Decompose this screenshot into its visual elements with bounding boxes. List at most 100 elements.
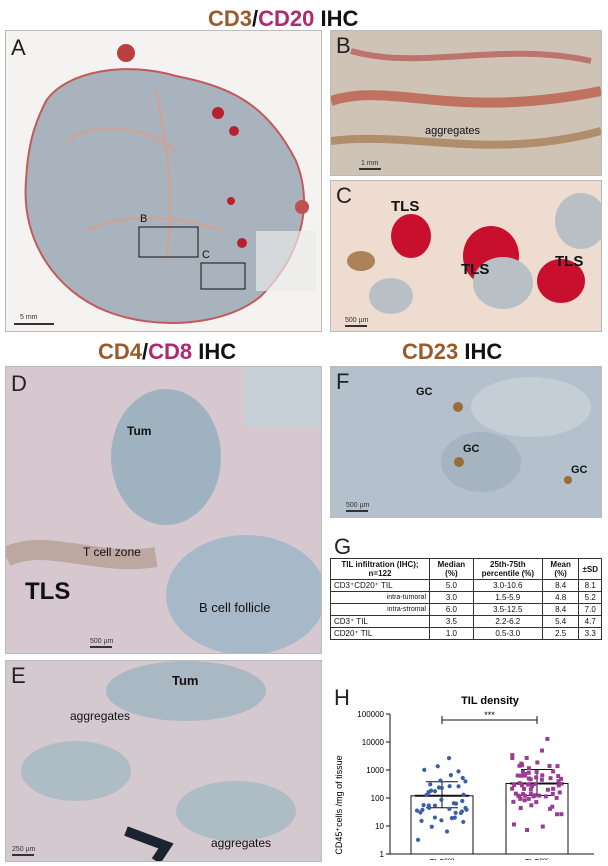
chart-point [534,769,539,774]
chart-point [550,804,555,809]
panel-f-scale-label: 500 µm [346,502,370,509]
chart-point [439,818,444,823]
table-cell-mean: 4.8 [541,591,580,604]
chart-point [461,792,466,797]
chart-point [558,781,563,786]
panel-e-aggregates-label-1: aggregates [70,709,131,723]
panel-d-tls-label: TLS [25,578,71,605]
chart-point [415,837,421,843]
table-header: 25th-75th percentile (%) [472,558,543,580]
table-row: CD3⁺ TIL 3.5 2.2-6.2 5.4 4.7 [330,615,602,628]
table-cell-label: intra-tumoral [330,591,430,604]
chart-point [556,779,561,784]
panel-d-scale-label: 500 µm [90,638,114,645]
table-cell-pct: 2.2-6.2 [472,615,543,628]
til-table: TIL infiltration (IHC); n=122 Median (%)… [330,558,602,640]
chart-point [545,787,550,792]
panel-e-scale-label: 250 µm [12,846,36,853]
chart-x-tick-label: TLSpos [525,858,549,860]
chart-point [524,755,529,760]
table-cell-median: 1.0 [429,627,474,640]
panel-f-letter: F [336,369,350,394]
chart-point [539,777,544,782]
table-cell-sd: 4.7 [578,615,602,628]
header-ihc2: IHC [192,339,237,364]
panel-c-tls-label-1: TLS [391,198,420,215]
chart-point [540,773,545,778]
chart-point [534,775,539,780]
chart-point [554,795,559,800]
table-header-row: TIL infiltration (IHC); n=122 Median (%)… [330,558,602,580]
panel-d-image: D Tum T cell zone TLS B cell follicle 50… [5,366,322,654]
header-ihc3: IHC [458,339,503,364]
panel-b-scale-label: 1 mm [361,160,379,167]
chart-point [519,773,524,778]
chart-point [422,767,427,772]
panel-d-tissue [6,367,321,653]
table-header: ±SD [578,558,602,580]
chart-y-tick-label: 10000 [362,738,385,747]
chart-point [512,783,517,788]
table-cell-sd: 8.1 [578,579,602,592]
chart-point [540,824,545,829]
chart-x-tick-label: TLSneg [430,858,455,860]
chart-point [526,796,531,801]
panel-a-box-c-label: C [202,249,210,261]
header-cd20: CD20 [258,6,315,31]
chart-point [522,786,527,791]
chart-y-tick-label: 1 [380,850,385,859]
header-cd4: CD4 [98,339,143,364]
panel-f-scalebar [346,510,368,512]
chart-point [452,815,457,820]
table-cell-sd: 7.0 [578,603,602,616]
table-cell-median: 6.0 [429,603,474,616]
chart-point [510,786,515,791]
table-cell-label: CD20⁺ TIL [330,627,430,640]
panel-c-scalebar [345,325,367,327]
chart-point [451,801,456,806]
panel-g-letter: G [334,534,352,559]
table-cell-sd: 3.3 [578,627,602,640]
header-cd3: CD3 [208,6,253,31]
chart-point [520,763,525,768]
chart-point [532,793,537,798]
panel-d-scalebar [90,646,112,648]
chart-point [414,808,420,813]
chart-point [419,818,424,823]
chart-point [519,783,524,788]
chart-point [435,764,440,769]
chart-point [456,784,461,789]
header-cd23-text: CD23 [402,339,459,364]
chart-point [537,793,542,798]
panel-d-letter: D [11,371,27,396]
chart-point [543,794,548,799]
chart-point [526,770,531,775]
table-cell-label: CD3⁺CD20⁺ TIL [330,579,430,592]
chart-point [518,805,523,810]
chart-point [516,793,521,798]
panel-a-box-b-label: B [140,213,148,225]
panel-b-tissue [331,31,601,175]
chart-point [460,775,465,781]
chart-point [429,824,434,829]
chart-point [517,781,522,786]
chart-point [534,800,539,805]
chart-point [545,736,550,741]
chart-point [555,812,560,817]
chart-point [523,793,528,798]
chart-point [456,769,461,774]
panel-d-tzone-label: T cell zone [83,545,141,559]
chart-point [556,783,561,788]
panel-a-scale-label: 5 mm [20,314,38,321]
header-cd3-cd20: CD3/CD20 IHC [208,6,358,32]
chart-significance-label: *** [484,710,495,720]
table-cell-pct: 0.5-3.0 [472,627,543,640]
panel-f-image: F GC GC GC 500 µm [330,366,602,518]
panel-b-scalebar [359,168,381,170]
table-cell-mean: 5.4 [541,615,580,628]
chart-point [418,810,423,815]
panel-f-gc-label-2: GC [463,443,480,455]
table-header: TIL infiltration (IHC); n=122 [330,558,430,580]
chart-point [444,829,450,834]
header-ihc: IHC [314,6,359,31]
